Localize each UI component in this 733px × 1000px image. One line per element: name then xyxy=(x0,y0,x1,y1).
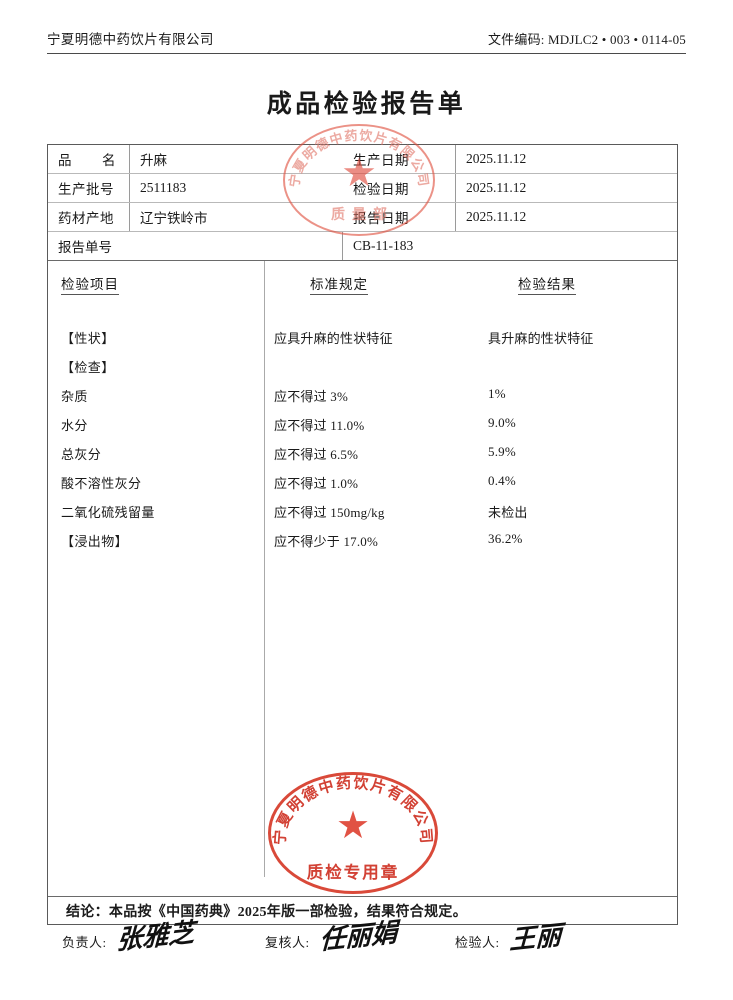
document-header: 宁夏明德中药饮片有限公司 文件编码: MDJLC2 • 003 • 0114-0… xyxy=(47,28,686,54)
row-item: 杂质 xyxy=(61,389,88,404)
info-row-report-no: 报告单号 CB-11-183 xyxy=(48,232,677,261)
report-date-value: 2025.11.12 xyxy=(466,209,527,224)
batch-value: 2511183 xyxy=(140,180,187,195)
row-standard: 应不得过 11.0% xyxy=(274,418,365,433)
info-row-batch: 生产批号 2511183 检验日期 2025.11.12 xyxy=(48,174,677,203)
row-result: 1% xyxy=(488,386,506,401)
origin-label: 药材产地 xyxy=(48,203,130,231)
company-name: 宁夏明德中药饮片有限公司 xyxy=(47,32,214,47)
signature-area: 负责人: 张雅芝 复核人: 任丽娟 检验人: 王丽 xyxy=(47,918,678,982)
table-row: 总灰分 应不得过 6.5% 5.9% xyxy=(48,439,677,468)
row-result: 9.0% xyxy=(488,415,516,430)
signature-reviewer: 复核人: 任丽娟 xyxy=(265,918,398,956)
table-row: 【检查】 xyxy=(48,352,677,381)
signature-responsible: 负责人: 张雅芝 xyxy=(62,918,195,956)
column-header-result: 检验结果 xyxy=(518,273,576,295)
row-standard: 应不得过 3% xyxy=(274,389,348,404)
conclusion-text: 结论：本品按《中国药典》2025年版一部检验，结果符合规定。 xyxy=(48,896,677,924)
column-header-standard: 标准规定 xyxy=(310,273,368,295)
product-name-value: 升麻 xyxy=(140,153,167,168)
origin-value: 辽宁铁岭市 xyxy=(140,211,208,226)
signature-inspector: 检验人: 王丽 xyxy=(455,921,562,957)
table-row: 二氧化硫残留量 应不得过 150mg/kg 未检出 xyxy=(48,497,677,526)
row-item: 【检查】 xyxy=(61,360,115,375)
row-item: 总灰分 xyxy=(61,447,102,462)
results-table: 检验项目 标准规定 检验结果 【性状】 应具升麻的性状特征 具升麻的性状特征 【… xyxy=(48,261,677,877)
label-char-2: 名 xyxy=(102,153,116,168)
page-title: 成品检验报告单 xyxy=(266,91,467,118)
row-standard: 应不得过 6.5% xyxy=(274,447,359,462)
report-sheet: 品名 升麻 生产日期 2025.11.12 生产批号 2511183 检验日期 … xyxy=(47,144,678,925)
inspection-date-label: 检验日期 xyxy=(343,174,456,202)
row-standard: 应不得过 1.0% xyxy=(274,476,359,491)
row-item: 酸不溶性灰分 xyxy=(61,476,142,491)
row-result: 0.4% xyxy=(488,473,516,488)
row-item: 【性状】 xyxy=(61,331,115,346)
signature-mark: 王丽 xyxy=(508,920,562,957)
signature-mark: 任丽娟 xyxy=(318,917,398,957)
row-result: 36.2% xyxy=(488,531,523,546)
info-row-product: 品名 升麻 生产日期 2025.11.12 xyxy=(48,145,677,174)
row-result: 具升麻的性状特征 xyxy=(488,331,594,346)
signature-label: 复核人: xyxy=(265,935,310,950)
row-item: 水分 xyxy=(61,418,88,433)
table-row: 【浸出物】 应不得少于 17.0% 36.2% xyxy=(48,526,677,555)
column-header-item: 检验项目 xyxy=(61,273,119,295)
row-item: 【浸出物】 xyxy=(61,534,129,549)
info-row-origin: 药材产地 辽宁铁岭市 报告日期 2025.11.12 xyxy=(48,203,677,232)
report-date-label: 报告日期 xyxy=(343,203,456,231)
signature-mark: 张雅芝 xyxy=(115,917,195,957)
signature-label: 检验人: xyxy=(455,935,500,950)
table-row: 水分 应不得过 11.0% 9.0% xyxy=(48,410,677,439)
results-body: 【性状】 应具升麻的性状特征 具升麻的性状特征 【检查】 杂质 应不得过 3% … xyxy=(48,301,677,555)
row-standard: 应不得过 150mg/kg xyxy=(274,505,385,520)
results-column-divider xyxy=(264,261,265,877)
row-item: 二氧化硫残留量 xyxy=(61,505,155,520)
report-no-label: 报告单号 xyxy=(48,232,343,260)
report-no-value: CB-11-183 xyxy=(353,238,414,253)
signature-label: 负责人: xyxy=(62,935,107,950)
results-header-row: 检验项目 标准规定 检验结果 xyxy=(48,261,677,301)
row-result: 未检出 xyxy=(488,505,528,520)
production-date-label: 生产日期 xyxy=(343,145,456,173)
batch-label: 生产批号 xyxy=(48,174,130,202)
table-row: 【性状】 应具升麻的性状特征 具升麻的性状特征 xyxy=(48,323,677,352)
table-row: 杂质 应不得过 3% 1% xyxy=(48,381,677,410)
row-result: 5.9% xyxy=(488,444,516,459)
inspection-date-value: 2025.11.12 xyxy=(466,180,527,195)
file-code: 文件编码: MDJLC2 • 003 • 0114-05 xyxy=(487,32,686,47)
product-name-label: 品名 xyxy=(48,145,130,173)
production-date-value: 2025.11.12 xyxy=(466,151,527,166)
table-row: 酸不溶性灰分 应不得过 1.0% 0.4% xyxy=(48,468,677,497)
row-standard: 应不得少于 17.0% xyxy=(274,534,379,549)
row-standard: 应具升麻的性状特征 xyxy=(274,331,393,346)
label-char-1: 品 xyxy=(58,153,72,168)
